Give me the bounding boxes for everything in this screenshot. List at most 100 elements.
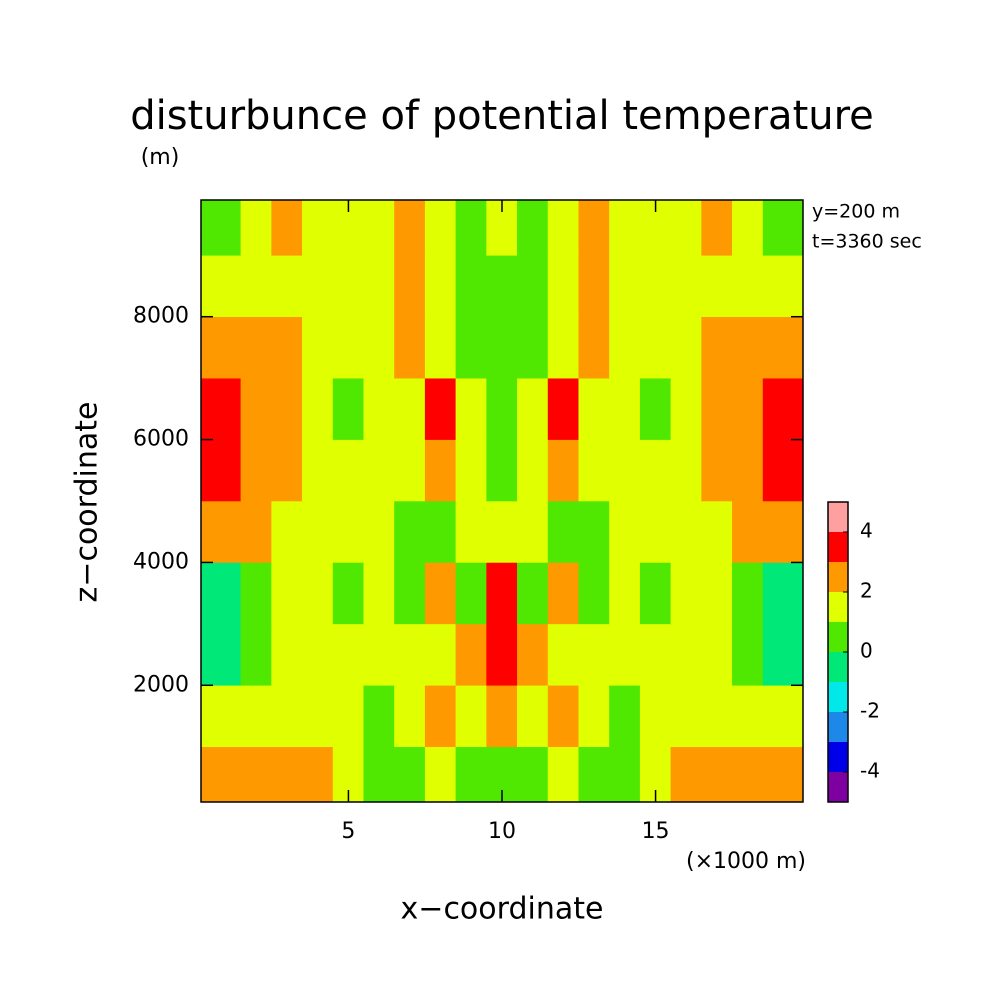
contour-cell [200,684,242,748]
contour-cell [240,746,272,803]
contour-cell [547,562,580,625]
contour-cell [424,316,457,379]
colorbar-tick-label: -4 [860,759,880,783]
contour-cell [271,199,303,256]
contour-cell [455,377,487,440]
contour-cell [517,746,549,803]
contour-cell [547,254,580,318]
contour-cell [394,254,426,318]
contour-cell [762,746,804,803]
contour-cell [394,746,426,803]
contour-cell [271,500,303,563]
contour-cell [732,746,764,803]
contour-cell [200,199,242,256]
contour-cell [455,684,487,748]
contour-cell [332,316,365,379]
annotation: t=3360 sec [812,231,922,253]
colorbar-tick-label: 0 [860,639,873,663]
contour-cell [732,199,764,256]
y-tick-label: 6000 [133,427,189,452]
contour-cell [486,316,518,379]
contour-cell [394,199,426,256]
contour-cell [701,316,733,379]
contour-cell [639,316,672,379]
contour-cell [455,316,487,379]
contour-cell [701,377,733,440]
contour-cell [363,199,395,256]
contour-cell [240,623,272,686]
contour-cell [363,254,395,318]
colorbar-tick-label: 2 [860,579,873,603]
colorbar-swatch [828,532,848,562]
contour-cell [547,746,580,803]
contour-cell [240,684,272,748]
contour-cell [302,439,334,502]
contour-cell [240,316,272,379]
colorbar-swatch [828,772,848,802]
contour-cell [578,316,610,379]
contour-cell [200,562,242,625]
colorbar-swatch [828,712,848,742]
contour-cell [302,199,334,256]
contour-cell [332,254,365,318]
contour-cell [670,684,702,748]
colorbar-swatch [828,622,848,652]
contour-cell [670,746,702,803]
y-unit: (m) [141,145,180,170]
contour-cell [271,562,303,625]
contour-cell [271,316,303,379]
contour-cell [302,684,334,748]
contour-cell [394,623,426,686]
contour-cell [639,623,672,686]
x-tick-label: 10 [488,819,516,844]
contour-cell [332,684,365,748]
contour-cell [332,623,365,686]
contour-cell [332,500,365,563]
contour-cell [363,623,395,686]
contour-cell [732,500,764,563]
contour-cell [578,254,610,318]
contour-cell [424,500,457,563]
contour-cell [363,377,395,440]
contour-cell [302,316,334,379]
contour-cell [302,254,334,318]
contour-cell [302,562,334,625]
contour-cell [302,623,334,686]
contour-cell [363,684,395,748]
contour-cell [701,684,733,748]
contour-cell [609,746,641,803]
contour-cell [762,377,804,440]
contour-cell [732,562,764,625]
contour-cell [271,377,303,440]
contour-cell [670,623,702,686]
contour-cell [200,316,242,379]
contour-cell [486,500,518,563]
contour-cell [363,562,395,625]
contour-cell [547,439,580,502]
contour-cell [363,500,395,563]
contour-cell [240,439,272,502]
chart-title: disturbunce of potential temperature [130,93,874,139]
contour-cell [424,199,457,256]
contour-cell [701,439,733,502]
contour-cell [200,254,242,318]
contour-cell [271,439,303,502]
contour-cell [240,377,272,440]
contour-cell [486,377,518,440]
contour-cell [732,623,764,686]
contour-cell [486,562,518,625]
contour-cell [200,500,242,563]
contour-cell [670,254,702,318]
contour-cell [578,500,610,563]
contour-cell [547,377,580,440]
contour-cell [302,500,334,563]
contour-cell [517,684,549,748]
contour-cell [200,377,242,440]
contour-cell [394,500,426,563]
contour-cell [517,623,549,686]
contour-cell [670,316,702,379]
contour-cell [639,377,672,440]
contour-cell [578,199,610,256]
y-tick-label: 2000 [133,672,189,697]
